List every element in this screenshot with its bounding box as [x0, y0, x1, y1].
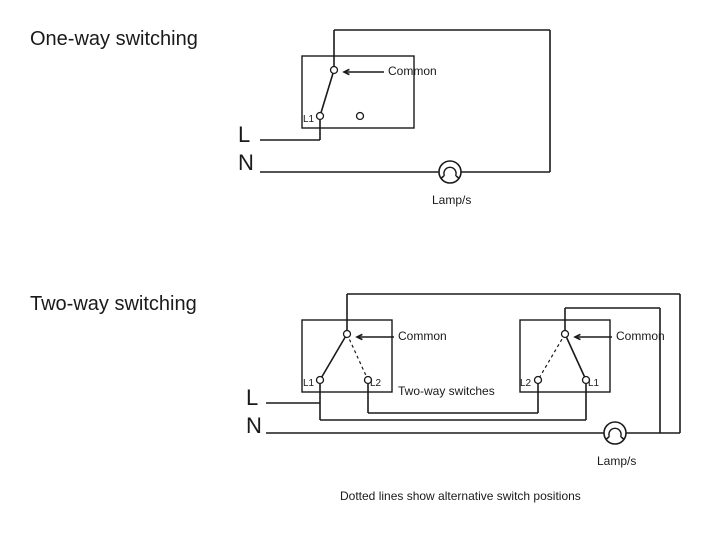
svg-text:N: N [238, 150, 254, 175]
svg-text:L: L [238, 122, 250, 147]
svg-text:Common: Common [388, 64, 437, 78]
svg-text:N: N [246, 413, 262, 438]
svg-text:Common: Common [616, 329, 665, 343]
svg-text:Dotted lines show alternative: Dotted lines show alternative switch pos… [340, 489, 581, 503]
svg-text:L1: L1 [303, 378, 315, 389]
svg-text:L2: L2 [370, 378, 382, 389]
svg-text:L1: L1 [588, 378, 600, 389]
svg-text:L: L [246, 385, 258, 410]
svg-text:L1: L1 [303, 114, 315, 125]
svg-text:Two-way switches: Two-way switches [398, 384, 495, 398]
lamp-icon [439, 161, 461, 183]
lamp-icon [604, 422, 626, 444]
svg-text:L2: L2 [520, 378, 532, 389]
svg-text:Common: Common [398, 329, 447, 343]
svg-text:Two-way switching: Two-way switching [30, 293, 197, 315]
svg-text:One-way switching: One-way switching [30, 28, 198, 50]
svg-text:Lamp/s: Lamp/s [432, 193, 471, 207]
wiring-diagram: One-way switchingCommonL1LNLamp/sTwo-way… [0, 0, 721, 536]
svg-text:Lamp/s: Lamp/s [597, 454, 636, 468]
